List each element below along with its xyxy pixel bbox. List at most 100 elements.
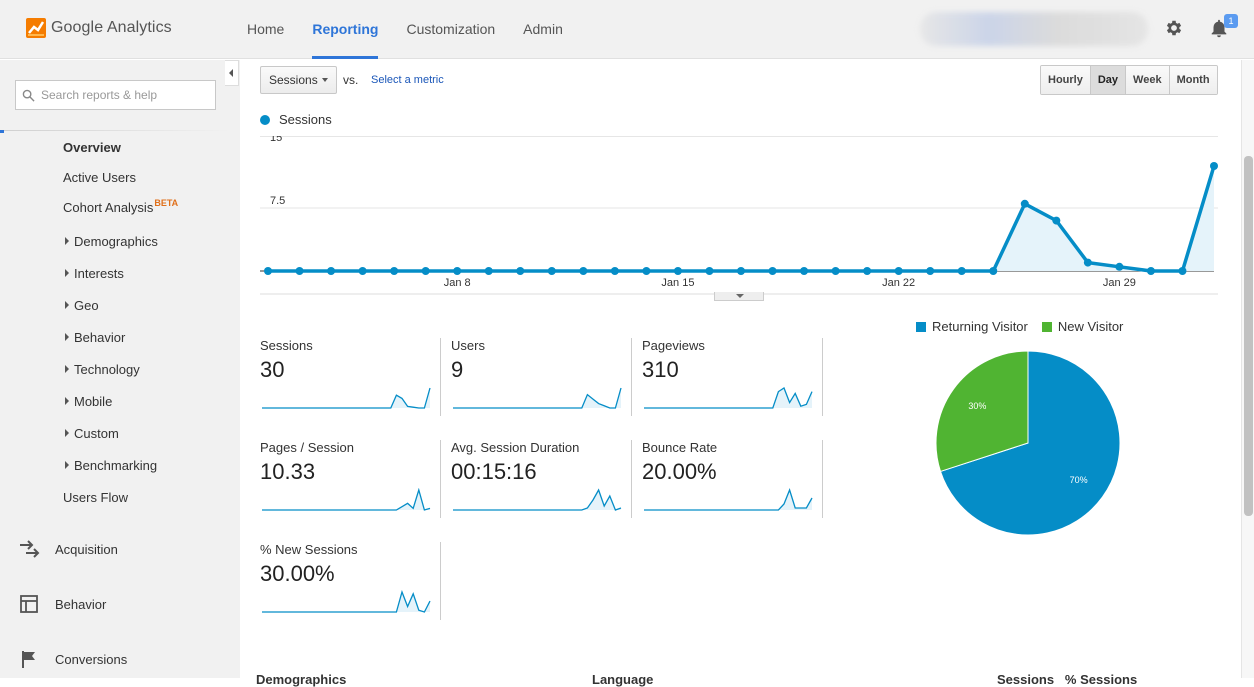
chart-expand-handle[interactable] (714, 292, 764, 301)
data-point[interactable] (831, 267, 840, 275)
time-week-button[interactable]: Week (1126, 66, 1170, 94)
behavior-icon (20, 595, 38, 613)
sidebar-item-geo[interactable]: Geo (65, 298, 99, 313)
data-point[interactable] (453, 267, 462, 275)
data-point[interactable] (484, 267, 493, 275)
expand-caret-icon (65, 461, 69, 469)
visitor-type-pie-chart[interactable]: 70% 30% (935, 350, 1125, 540)
nav-reporting[interactable]: Reporting (298, 0, 392, 59)
sparkline-area (262, 388, 430, 408)
sidebar-section-conversions[interactable]: Conversions (18, 648, 127, 670)
app-name: Google Analytics (51, 19, 172, 36)
sidebar-item-technology[interactable]: Technology (65, 362, 140, 377)
data-point[interactable] (327, 267, 336, 275)
scorecard-new-sessions[interactable]: % New Sessions 30.00% (260, 542, 441, 620)
sidebar-item-cohort-analysis[interactable]: Cohort AnalysisBETA (63, 198, 178, 215)
data-point[interactable] (673, 267, 682, 275)
sidebar-item-label: Behavior (74, 330, 126, 345)
scorecard-value: 20.00% (642, 459, 717, 484)
scorecard-label: Pages / Session (260, 440, 354, 455)
data-point[interactable] (957, 267, 966, 275)
scrollbar-thumb[interactable] (1244, 156, 1253, 516)
data-point[interactable] (1210, 162, 1218, 170)
scorecard-label: Avg. Session Duration (451, 440, 580, 455)
data-point[interactable] (516, 267, 525, 275)
sparkline-area (262, 592, 430, 612)
data-point[interactable] (264, 267, 272, 275)
data-point[interactable] (863, 267, 872, 275)
time-month-button[interactable]: Month (1169, 66, 1217, 94)
data-point[interactable] (358, 267, 367, 275)
sidebar-item-label: Overview (63, 140, 121, 155)
scorecard-sessions[interactable]: Sessions 30 (260, 338, 441, 416)
search-box[interactable] (15, 80, 216, 110)
pie-legend-entry[interactable]: New Visitor (1041, 319, 1123, 334)
expand-caret-icon (65, 301, 69, 309)
time-hourly-button[interactable]: Hourly (1041, 66, 1091, 94)
sidebar-item-mobile[interactable]: Mobile (65, 394, 112, 409)
pie-slice[interactable] (939, 350, 1121, 536)
sidebar-item-benchmarking[interactable]: Benchmarking (65, 458, 157, 473)
data-point[interactable] (390, 267, 399, 275)
collapse-sidebar-button[interactable] (225, 60, 239, 86)
data-point[interactable] (800, 267, 809, 275)
data-point[interactable] (768, 267, 777, 275)
legend-swatch (916, 322, 926, 332)
bell-icon[interactable] (1208, 16, 1230, 40)
sidebar-item-active-users[interactable]: Active Users (63, 170, 136, 185)
scorecard-pages-session[interactable]: Pages / Session 10.33 (260, 440, 441, 518)
scorecard-pageviews[interactable]: Pageviews 310 (642, 338, 823, 416)
sidebar-item-custom[interactable]: Custom (65, 426, 119, 441)
sparkline (262, 387, 431, 409)
sidebar-item-users-flow[interactable]: Users Flow (63, 490, 129, 505)
sidebar-item-overview[interactable]: Overview (63, 140, 121, 155)
data-point[interactable] (705, 267, 714, 275)
data-point[interactable] (989, 267, 998, 275)
nav-customization[interactable]: Customization (406, 21, 496, 37)
data-point[interactable] (1178, 267, 1187, 275)
pie-legend-entry[interactable]: Returning Visitor (916, 319, 1028, 334)
data-point[interactable] (547, 267, 556, 275)
data-point[interactable] (1020, 199, 1029, 208)
data-point[interactable] (737, 267, 745, 275)
data-point[interactable] (1083, 258, 1092, 267)
scorecard-value: 30 (260, 357, 285, 382)
search-input[interactable] (41, 88, 211, 102)
sidebar-item-behavior[interactable]: Behavior (65, 330, 125, 345)
sparkline (453, 488, 622, 511)
account-selector[interactable] (920, 12, 1148, 46)
time-day-button[interactable]: Day (1090, 66, 1127, 94)
data-point[interactable] (579, 267, 588, 275)
pie-data-label: 70% (1070, 475, 1088, 485)
scorecard-users[interactable]: Users 9 (451, 338, 632, 416)
data-point[interactable] (1115, 262, 1124, 271)
gear-icon[interactable] (1164, 18, 1184, 38)
data-point[interactable] (894, 267, 903, 275)
google-analytics-logo[interactable]: Google Analytics (26, 18, 172, 38)
data-point[interactable] (1052, 216, 1061, 225)
pie-slice[interactable] (935, 350, 1029, 473)
data-point[interactable] (926, 267, 935, 275)
data-point[interactable] (421, 267, 430, 275)
nav-home[interactable]: Home (247, 21, 285, 37)
data-point[interactable] (610, 267, 619, 275)
data-point[interactable] (295, 267, 304, 275)
data-point[interactable] (642, 267, 651, 275)
data-point[interactable] (1146, 267, 1155, 275)
analytics-logo-icon (26, 18, 46, 38)
sidebar-item-demographics[interactable]: Demographics (65, 234, 158, 249)
select-metric-link[interactable]: Select a metric (371, 74, 444, 86)
metric-dropdown[interactable]: Sessions (260, 66, 337, 94)
top-bar: Google Analytics Home Reporting Customizat… (0, 0, 1254, 59)
scorecard-bounce-rate[interactable]: Bounce Rate 20.00% (642, 440, 823, 518)
page-scrollbar[interactable] (1241, 60, 1254, 678)
x-tick-label: Jan 15 (661, 277, 694, 289)
nav-admin[interactable]: Admin (523, 21, 563, 37)
scorecard-avg-session-duration[interactable]: Avg. Session Duration 00:15:16 (451, 440, 632, 518)
sidebar-item-interests[interactable]: Interests (65, 266, 124, 281)
sidebar-section-acquisition[interactable]: Acquisition (18, 538, 118, 560)
demographics-heading: Demographics (256, 672, 347, 687)
sessions-line-chart[interactable]: 15 7.5 Jan 8 Jan 15 Jan 22 Jan 29 (260, 136, 1218, 296)
sidebar-section-behavior[interactable]: Behavior (18, 593, 106, 615)
